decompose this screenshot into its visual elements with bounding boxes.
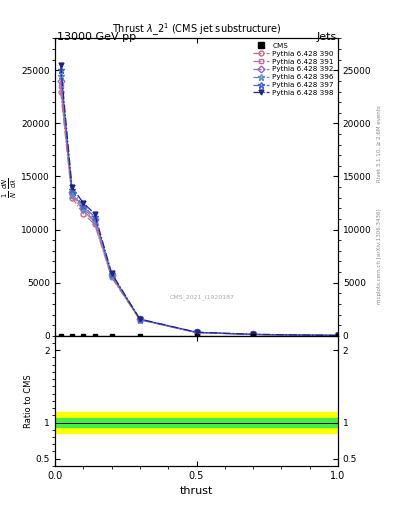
Pythia 6.428 390 xyxy=(81,210,86,217)
Pythia 6.428 390 xyxy=(109,274,114,281)
Pythia 6.428 390 xyxy=(251,331,255,337)
Pythia 6.428 391 xyxy=(70,193,74,199)
Pythia 6.428 398 xyxy=(138,316,142,322)
Legend: CMS, Pythia 6.428 390, Pythia 6.428 391, Pythia 6.428 392, Pythia 6.428 396, Pyt: CMS, Pythia 6.428 390, Pythia 6.428 391,… xyxy=(251,40,336,98)
Pythia 6.428 396 xyxy=(194,329,199,335)
Pythia 6.428 391 xyxy=(336,332,340,338)
Pythia 6.428 398 xyxy=(70,184,74,190)
Pythia 6.428 397 xyxy=(81,203,86,209)
Pythia 6.428 396 xyxy=(58,73,63,79)
Line: Pythia 6.428 391: Pythia 6.428 391 xyxy=(58,84,340,338)
X-axis label: thrust: thrust xyxy=(180,486,213,496)
Bar xyxy=(55,413,338,433)
Pythia 6.428 392 xyxy=(92,216,97,222)
Line: Pythia 6.428 396: Pythia 6.428 396 xyxy=(57,72,342,339)
Pythia 6.428 397 xyxy=(92,214,97,220)
Pythia 6.428 397 xyxy=(109,271,114,278)
Pythia 6.428 392 xyxy=(138,316,142,323)
Pythia 6.428 390 xyxy=(92,221,97,227)
Pythia 6.428 397 xyxy=(336,332,340,338)
Line: Pythia 6.428 397: Pythia 6.428 397 xyxy=(57,67,342,339)
Y-axis label: Ratio to CMS: Ratio to CMS xyxy=(24,374,33,428)
Pythia 6.428 391 xyxy=(81,207,86,214)
Pythia 6.428 391 xyxy=(138,316,142,323)
Pythia 6.428 396 xyxy=(138,316,142,323)
Pythia 6.428 396 xyxy=(70,191,74,198)
Title: Thrust $\lambda$_2$^1$ (CMS jet substructure): Thrust $\lambda$_2$^1$ (CMS jet substruc… xyxy=(112,22,281,38)
Pythia 6.428 396 xyxy=(336,332,340,338)
Pythia 6.428 398 xyxy=(109,270,114,276)
Pythia 6.428 396 xyxy=(92,218,97,224)
Pythia 6.428 396 xyxy=(81,206,86,212)
Pythia 6.428 392 xyxy=(109,272,114,279)
Pythia 6.428 398 xyxy=(336,332,340,338)
Pythia 6.428 397 xyxy=(138,316,142,323)
Pythia 6.428 392 xyxy=(194,329,199,335)
Pythia 6.428 392 xyxy=(70,189,74,196)
Pythia 6.428 396 xyxy=(251,331,255,337)
Pythia 6.428 396 xyxy=(109,273,114,279)
Pythia 6.428 398 xyxy=(58,62,63,68)
Text: Jets: Jets xyxy=(317,32,337,42)
Pythia 6.428 390 xyxy=(138,317,142,323)
Pythia 6.428 391 xyxy=(251,331,255,337)
Pythia 6.428 391 xyxy=(58,83,63,89)
Pythia 6.428 398 xyxy=(251,331,255,337)
Pythia 6.428 397 xyxy=(194,329,199,335)
Text: CMS_2021_I1920187: CMS_2021_I1920187 xyxy=(170,294,235,300)
Pythia 6.428 390 xyxy=(336,332,340,338)
Pythia 6.428 390 xyxy=(70,195,74,201)
Text: mcplots.cern.ch [arXiv:1306.3436]: mcplots.cern.ch [arXiv:1306.3436] xyxy=(377,208,382,304)
Line: Pythia 6.428 398: Pythia 6.428 398 xyxy=(58,62,340,338)
Pythia 6.428 397 xyxy=(58,67,63,73)
Line: Pythia 6.428 390: Pythia 6.428 390 xyxy=(58,89,340,338)
Text: Rivet 3.1.10, ≥ 2.6M events: Rivet 3.1.10, ≥ 2.6M events xyxy=(377,105,382,182)
Pythia 6.428 392 xyxy=(81,205,86,211)
Bar xyxy=(55,418,338,427)
Pythia 6.428 398 xyxy=(194,329,199,335)
Pythia 6.428 390 xyxy=(58,89,63,95)
Y-axis label: $\frac{1}{N}$ $\frac{dN}{d\lambda}$: $\frac{1}{N}$ $\frac{dN}{d\lambda}$ xyxy=(0,177,18,198)
Pythia 6.428 392 xyxy=(58,78,63,84)
Pythia 6.428 397 xyxy=(70,187,74,194)
Line: Pythia 6.428 392: Pythia 6.428 392 xyxy=(58,78,340,338)
Pythia 6.428 391 xyxy=(92,219,97,225)
Pythia 6.428 391 xyxy=(194,329,199,335)
Pythia 6.428 392 xyxy=(336,332,340,338)
Pythia 6.428 390 xyxy=(194,330,199,336)
Text: 13000 GeV pp: 13000 GeV pp xyxy=(57,32,136,42)
Pythia 6.428 398 xyxy=(92,210,97,217)
Pythia 6.428 397 xyxy=(251,331,255,337)
Pythia 6.428 392 xyxy=(251,331,255,337)
Pythia 6.428 398 xyxy=(81,200,86,206)
Pythia 6.428 391 xyxy=(109,273,114,280)
